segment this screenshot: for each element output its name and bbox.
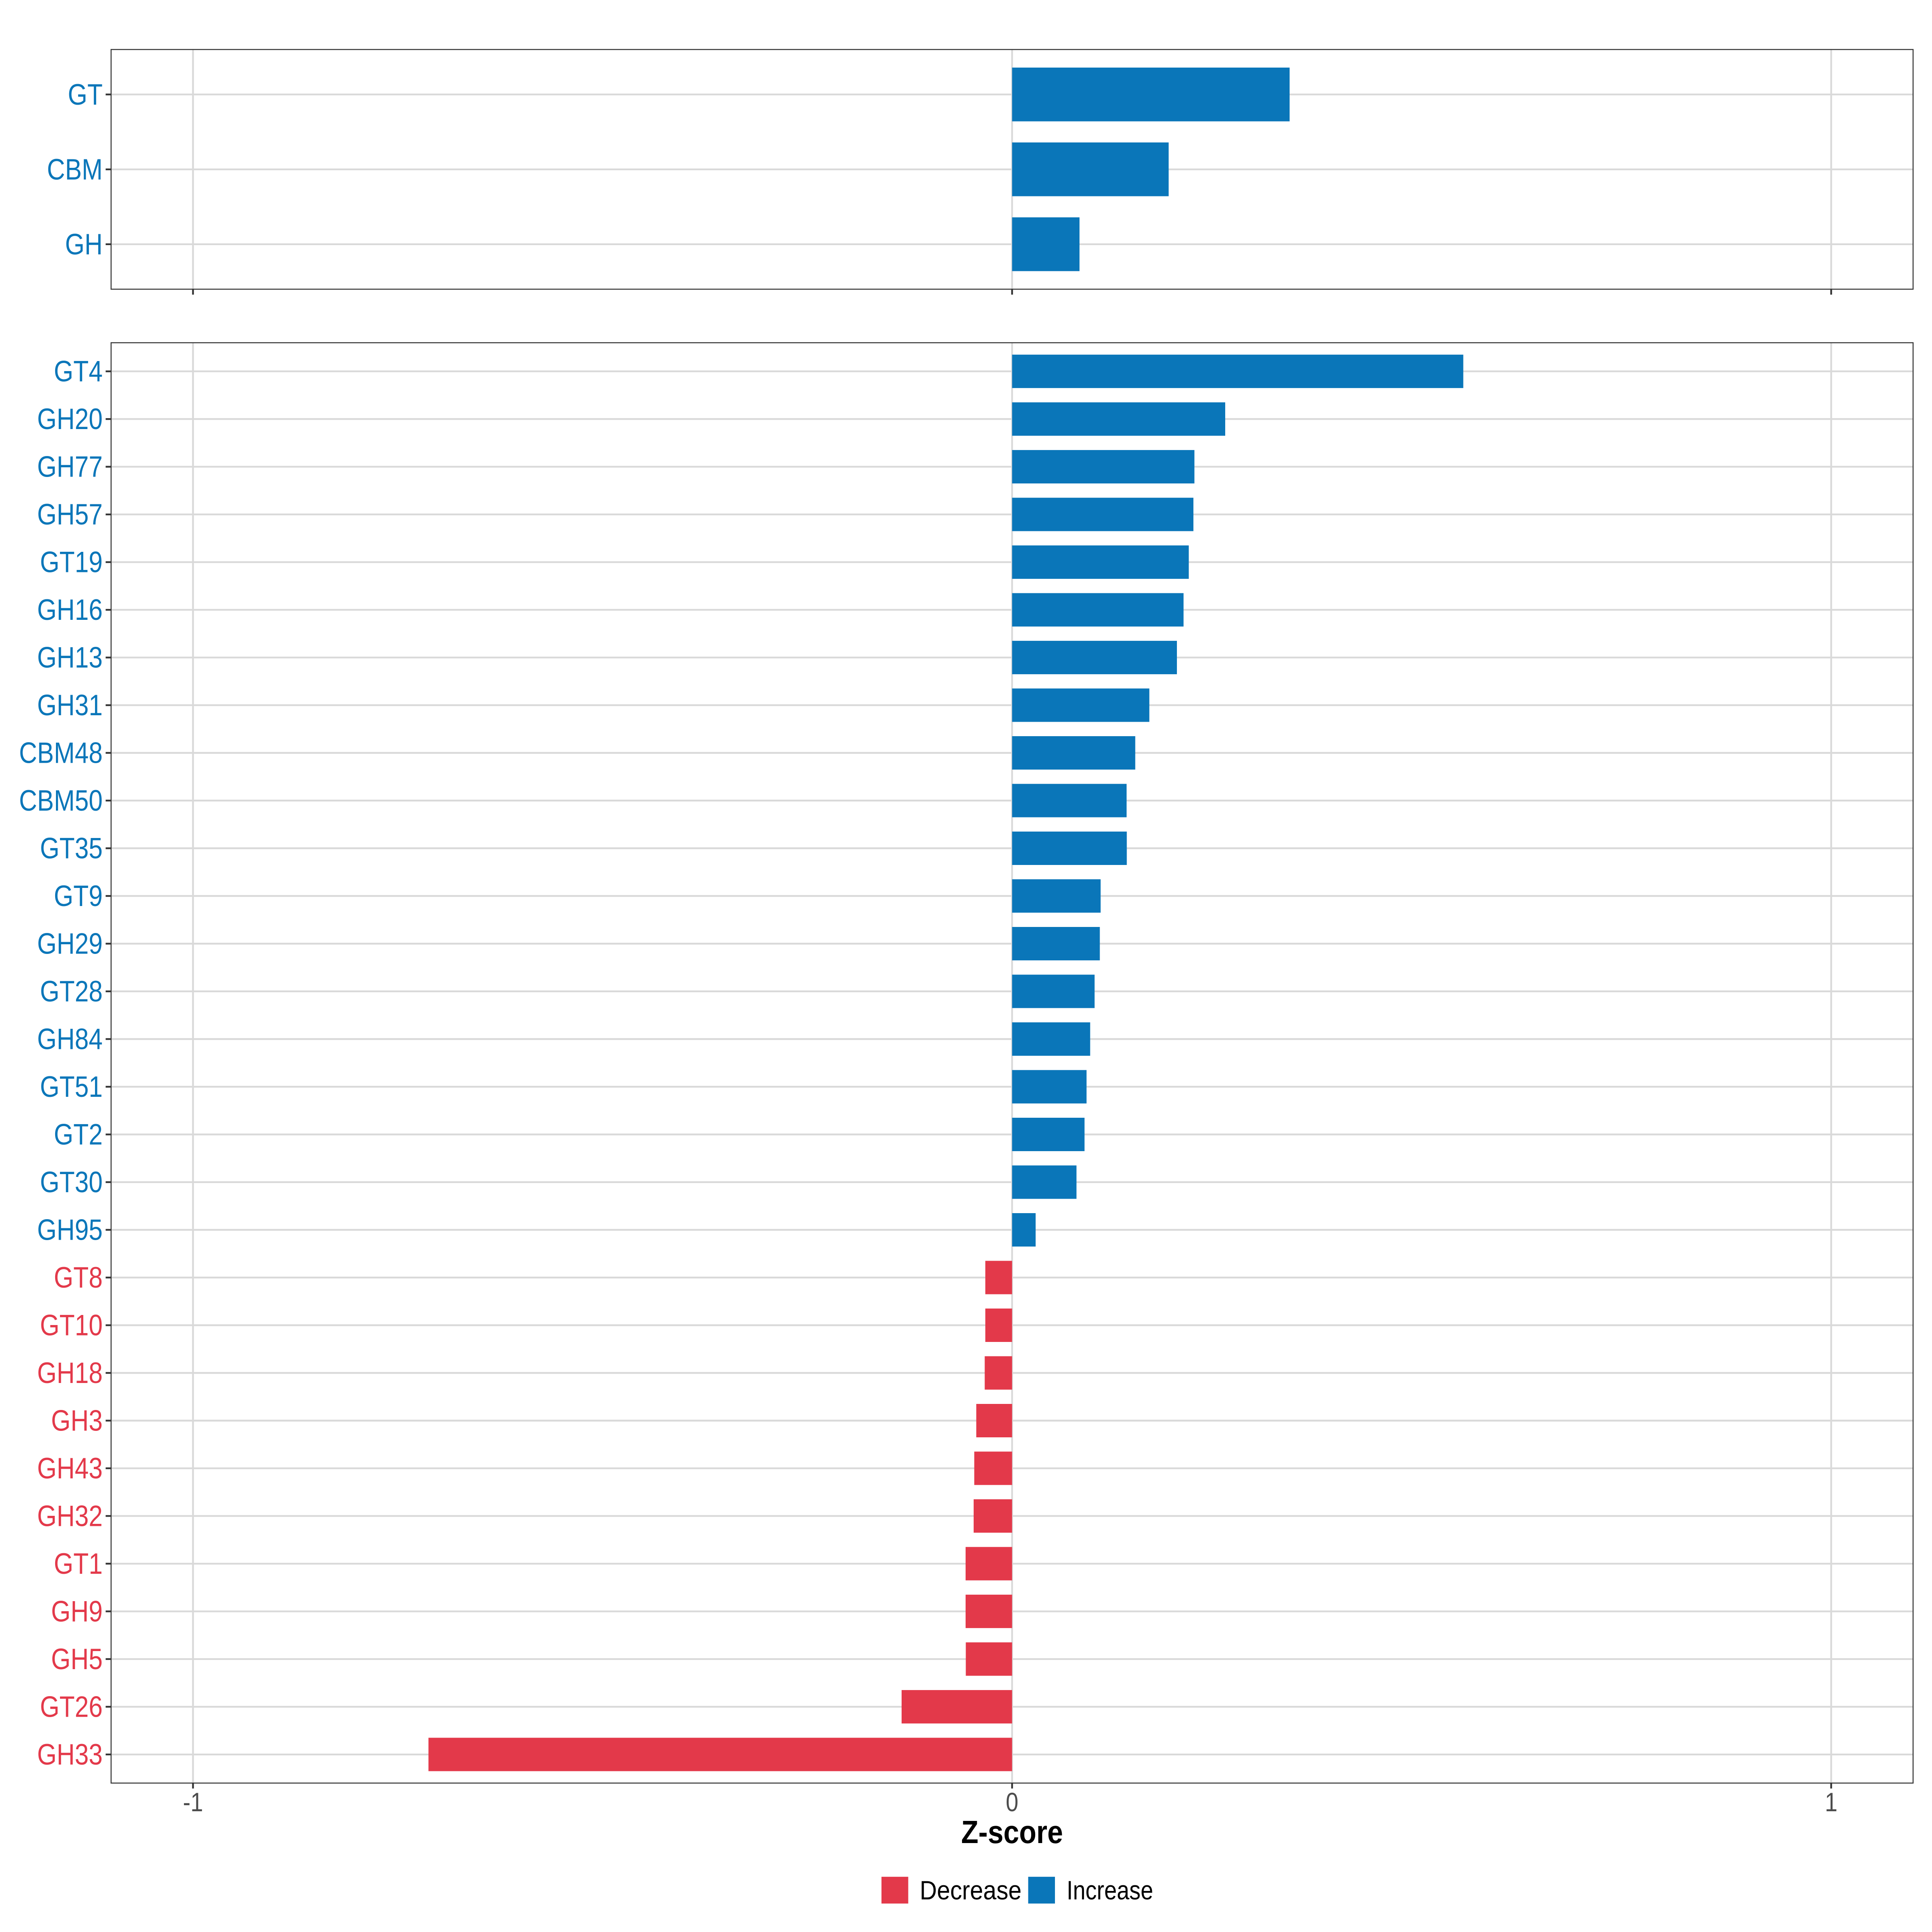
svg-text:GH9: GH9 [51, 1596, 103, 1628]
svg-text:GH84: GH84 [37, 1023, 103, 1056]
svg-text:GT51: GT51 [40, 1071, 103, 1103]
svg-text:GH57: GH57 [37, 498, 103, 531]
svg-text:CBM48: CBM48 [19, 737, 103, 770]
svg-text:GT9: GT9 [54, 880, 103, 912]
svg-text:Decrease: Decrease [920, 1875, 1022, 1905]
svg-text:Z-score: Z-score [961, 1814, 1063, 1850]
svg-text:GH: GH [65, 228, 103, 261]
svg-text:GT30: GT30 [40, 1166, 103, 1199]
svg-text:CBM: CBM [47, 153, 103, 186]
svg-text:1: 1 [1825, 1787, 1837, 1817]
svg-text:GH29: GH29 [37, 928, 103, 960]
svg-text:GH3: GH3 [51, 1405, 103, 1437]
svg-text:GT: GT [68, 78, 103, 111]
svg-text:GH20: GH20 [37, 403, 103, 436]
svg-text:-1: -1 [183, 1787, 203, 1817]
svg-text:GT28: GT28 [40, 975, 103, 1008]
svg-text:GT35: GT35 [40, 832, 103, 865]
svg-text:GH95: GH95 [37, 1214, 103, 1247]
svg-text:GT8: GT8 [54, 1261, 103, 1294]
svg-text:GT4: GT4 [54, 355, 103, 388]
svg-text:GT2: GT2 [54, 1119, 103, 1151]
svg-text:GH77: GH77 [37, 451, 103, 483]
svg-text:GH31: GH31 [37, 689, 103, 722]
svg-text:GT26: GT26 [40, 1691, 103, 1724]
svg-text:GT1: GT1 [54, 1548, 103, 1580]
svg-text:GH32: GH32 [37, 1500, 103, 1533]
svg-text:0: 0 [1006, 1787, 1018, 1817]
svg-text:GH43: GH43 [37, 1452, 103, 1485]
svg-text:GH16: GH16 [37, 594, 103, 626]
svg-text:GH33: GH33 [37, 1738, 103, 1771]
svg-text:GH13: GH13 [37, 642, 103, 674]
svg-text:GH5: GH5 [51, 1643, 103, 1676]
svg-text:Increase: Increase [1067, 1875, 1153, 1905]
svg-text:CBM50: CBM50 [19, 784, 103, 817]
svg-text:GH18: GH18 [37, 1357, 103, 1389]
svg-text:GT19: GT19 [40, 546, 103, 579]
svg-text:GT10: GT10 [40, 1309, 103, 1342]
